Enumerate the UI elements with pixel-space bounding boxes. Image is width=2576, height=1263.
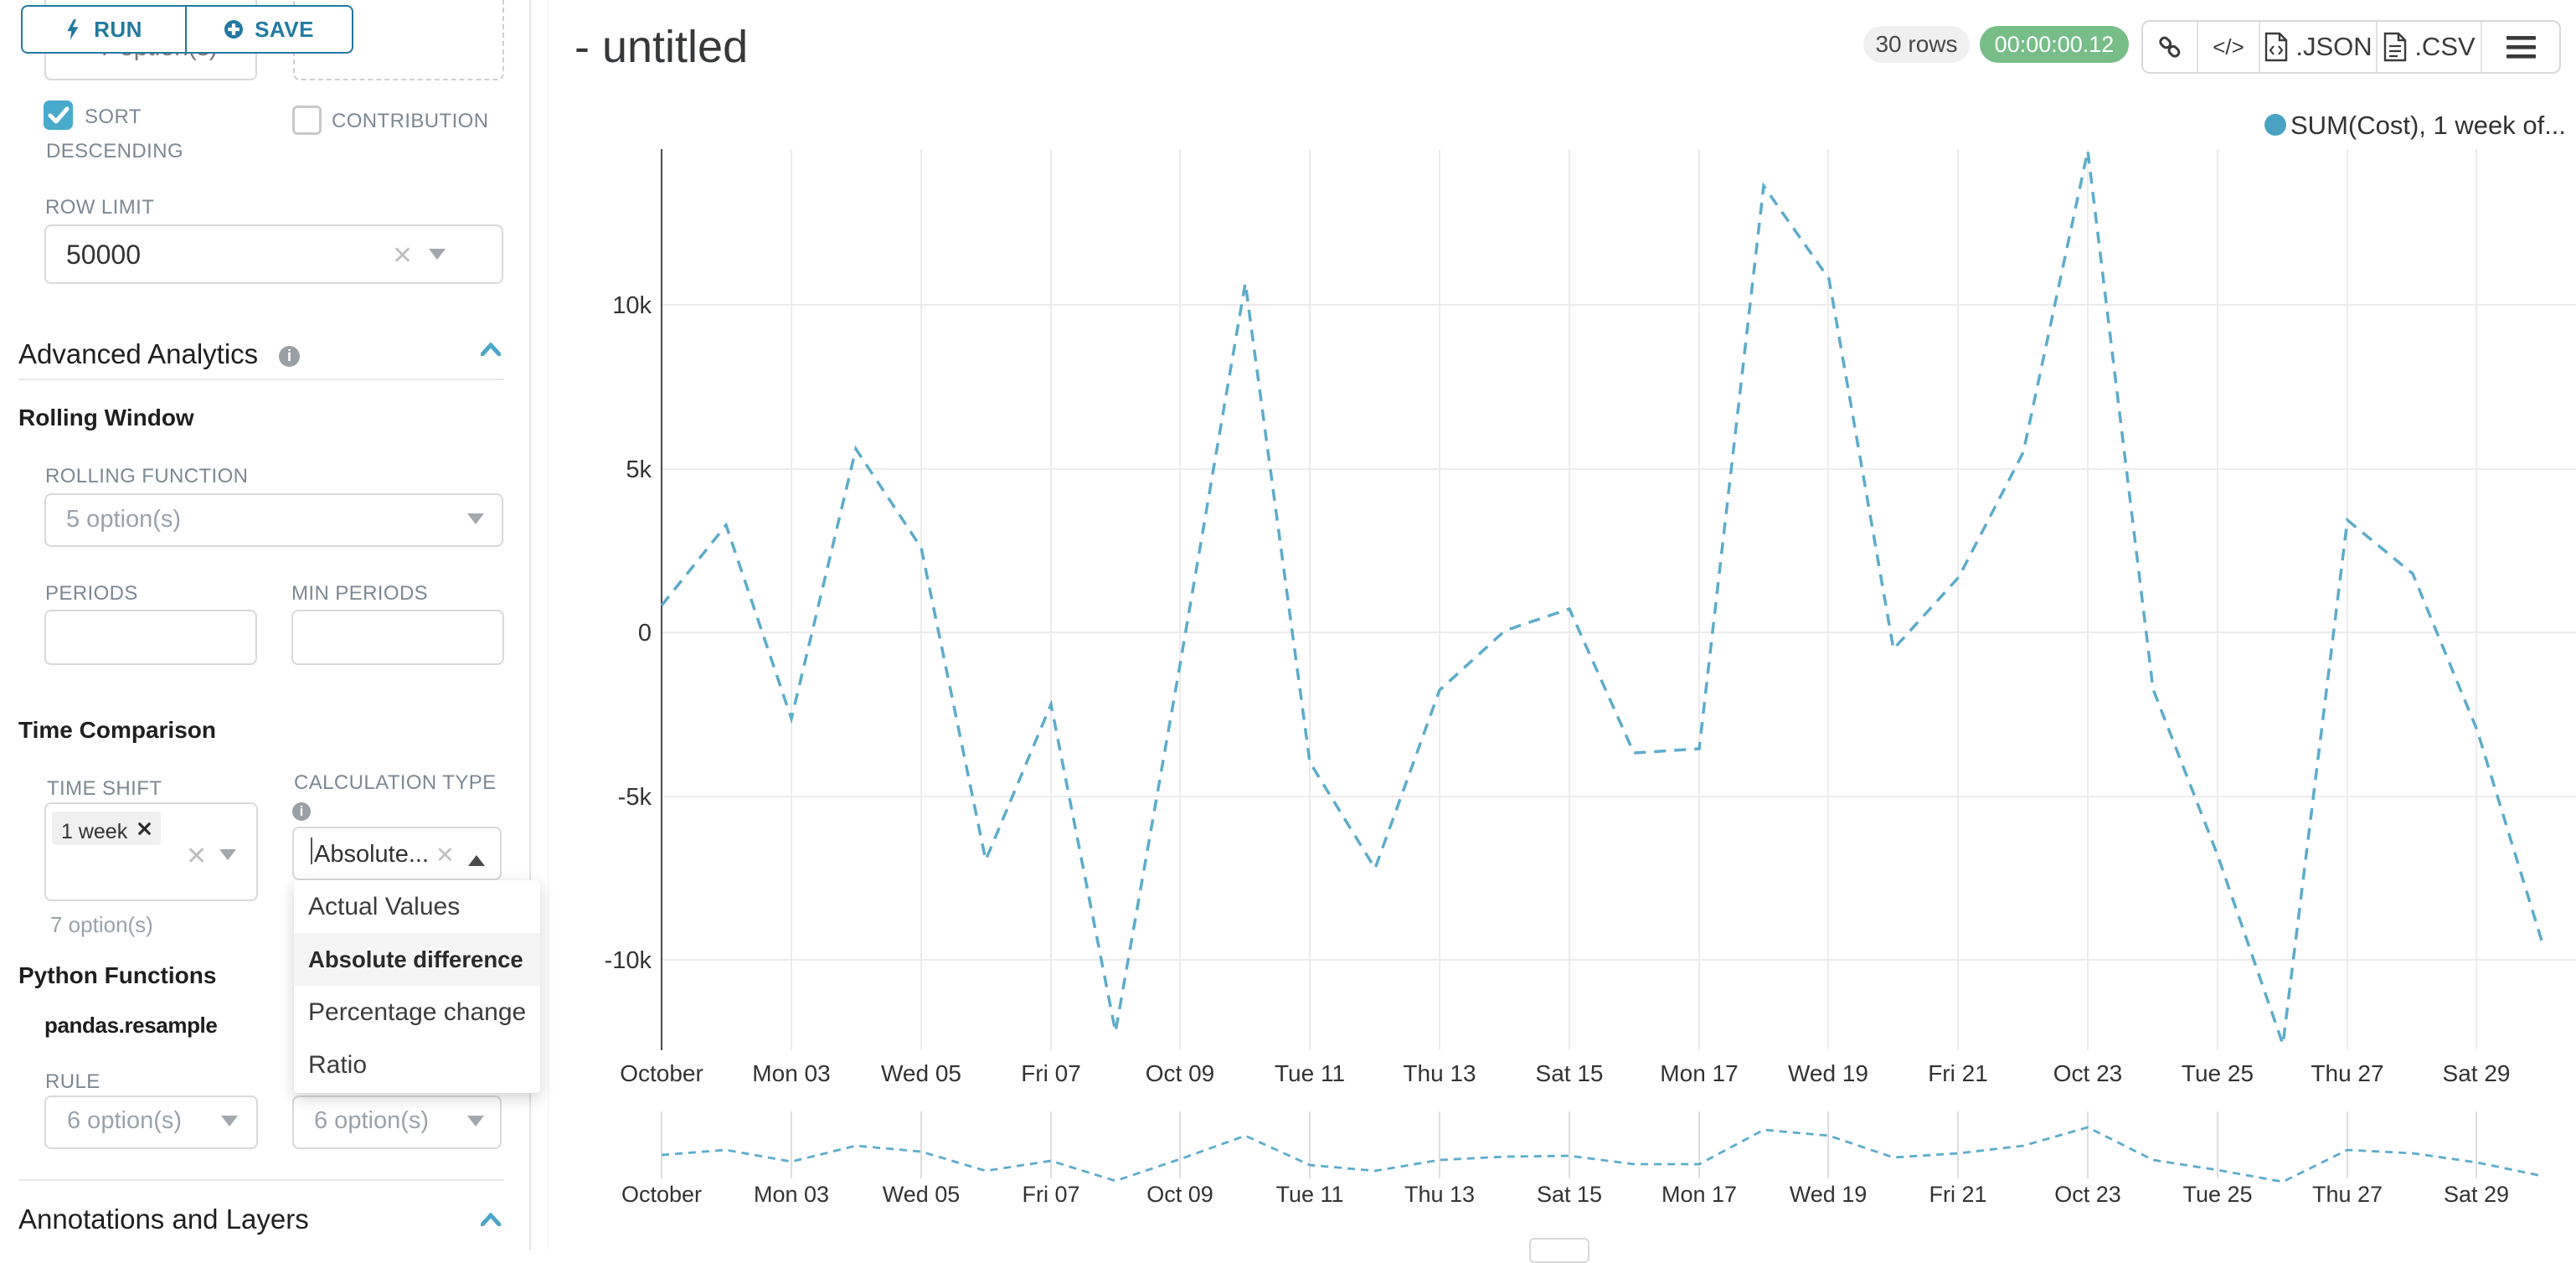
svg-text:Mon 17: Mon 17: [1662, 1182, 1737, 1207]
svg-text:Oct 23: Oct 23: [2053, 1060, 2122, 1086]
svg-text:Mon 03: Mon 03: [754, 1182, 829, 1207]
svg-text:Sat 29: Sat 29: [2443, 1060, 2511, 1086]
svg-text:Oct 09: Oct 09: [1146, 1182, 1213, 1207]
svg-text:Tue 25: Tue 25: [2182, 1182, 2252, 1207]
svg-text:Oct 23: Oct 23: [2054, 1182, 2121, 1207]
svg-text:Tue 11: Tue 11: [1275, 1182, 1343, 1207]
svg-text:Thu 27: Thu 27: [2312, 1182, 2383, 1207]
svg-text:SUM(Cost), 1 week of...: SUM(Cost), 1 week of...: [2290, 111, 2566, 140]
svg-text:10k: 10k: [612, 292, 652, 319]
svg-text:Mon 17: Mon 17: [1660, 1060, 1738, 1086]
svg-text:Wed 19: Wed 19: [1790, 1182, 1868, 1207]
svg-text:Sat 15: Sat 15: [1536, 1060, 1604, 1086]
svg-text:5k: 5k: [626, 456, 652, 483]
svg-text:Tue 25: Tue 25: [2182, 1060, 2254, 1086]
svg-text:Wed 19: Wed 19: [1788, 1060, 1868, 1086]
svg-text:Sat 29: Sat 29: [2444, 1182, 2509, 1207]
svg-text:Sat 15: Sat 15: [1537, 1182, 1602, 1207]
svg-text:Wed 05: Wed 05: [881, 1060, 961, 1086]
svg-text:0: 0: [638, 620, 652, 647]
svg-text:Fri 21: Fri 21: [1929, 1182, 1986, 1207]
svg-text:Fri 21: Fri 21: [1928, 1060, 1988, 1086]
svg-text:Thu 13: Thu 13: [1404, 1182, 1475, 1207]
svg-text:-5k: -5k: [618, 784, 652, 811]
svg-text:October: October: [621, 1182, 702, 1207]
svg-text:Fri 07: Fri 07: [1022, 1182, 1079, 1207]
svg-text:Thu 27: Thu 27: [2311, 1060, 2383, 1086]
svg-text:Wed 05: Wed 05: [883, 1182, 961, 1207]
svg-text:Thu 13: Thu 13: [1403, 1060, 1476, 1086]
svg-text:-10k: -10k: [605, 947, 652, 974]
svg-text:Oct 09: Oct 09: [1146, 1060, 1214, 1086]
svg-text:October: October: [620, 1060, 703, 1086]
svg-text:Tue 11: Tue 11: [1275, 1060, 1345, 1086]
svg-text:Fri 07: Fri 07: [1021, 1060, 1081, 1086]
svg-text:Mon 03: Mon 03: [752, 1060, 830, 1086]
